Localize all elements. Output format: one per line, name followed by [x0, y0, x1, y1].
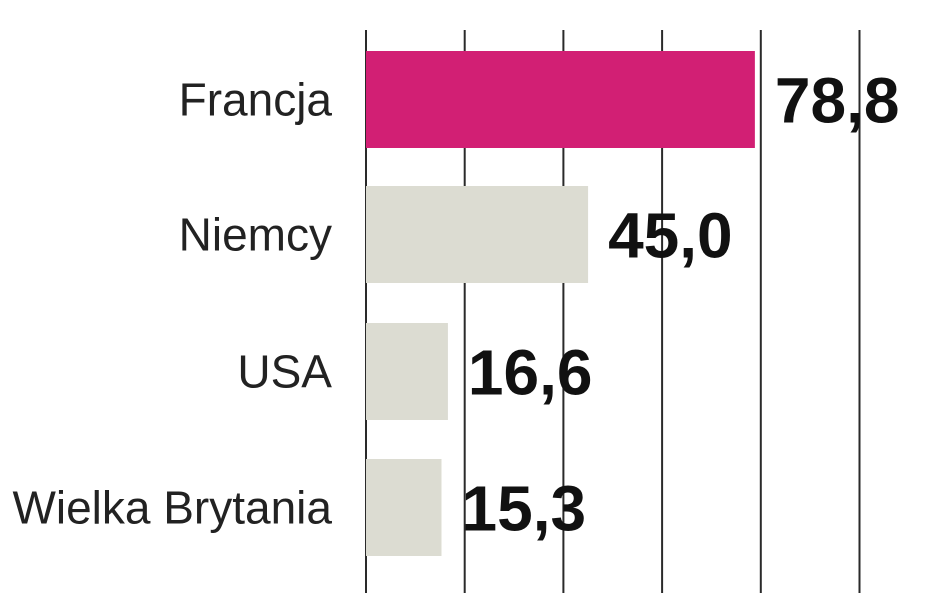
value-label: 78,8	[775, 65, 900, 137]
value-label: 16,6	[468, 337, 593, 409]
labels: Francja 78,8 Niemcy 45,0 USA 16,6 Wielka Bryta…	[12, 65, 899, 545]
bar-wielka-brytania	[366, 459, 442, 556]
category-label: USA	[237, 346, 332, 398]
bar-usa	[366, 323, 448, 420]
bar-niemcy	[366, 186, 589, 283]
value-label: 15,3	[462, 473, 587, 545]
bars	[366, 51, 755, 556]
category-label: Wielka Brytania	[12, 482, 332, 534]
value-label: 45,0	[608, 200, 733, 272]
category-label: Francja	[179, 74, 333, 126]
category-label: Niemcy	[179, 209, 332, 261]
bar-francja	[366, 51, 755, 148]
